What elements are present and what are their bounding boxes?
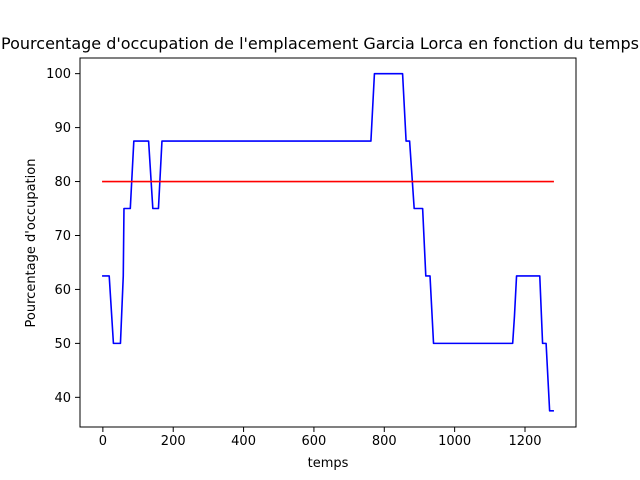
plot-area: 0 200 400 600 800 1000 1200 40 50 60 70 80 90 100: [46, 57, 577, 449]
x-axis-label: temps: [308, 456, 349, 471]
x-tick-label: 200: [161, 434, 186, 449]
y-tick-label: 90: [54, 121, 71, 136]
y-tick-label: 100: [46, 67, 71, 82]
x-tick-label: 0: [99, 434, 107, 449]
x-tick-label: 1000: [438, 434, 471, 449]
chart-title: Pourcentage d'occupation de l'emplacemen…: [1, 34, 639, 53]
y-tick-label: 80: [54, 175, 71, 190]
y-tick-label: 70: [54, 229, 71, 244]
y-axis-label: Pourcentage d'occupation: [24, 159, 39, 328]
x-tick-label: 1200: [508, 434, 541, 449]
y-tick-label: 50: [54, 337, 71, 352]
x-tick-label: 600: [302, 434, 327, 449]
series-line-1: [102, 72, 554, 412]
y-tick-label: 60: [54, 283, 71, 298]
x-tick-label: 400: [231, 434, 256, 449]
axes-frame: [79, 57, 577, 428]
y-tick-label: 40: [54, 391, 71, 406]
x-tick-label: 800: [372, 434, 397, 449]
